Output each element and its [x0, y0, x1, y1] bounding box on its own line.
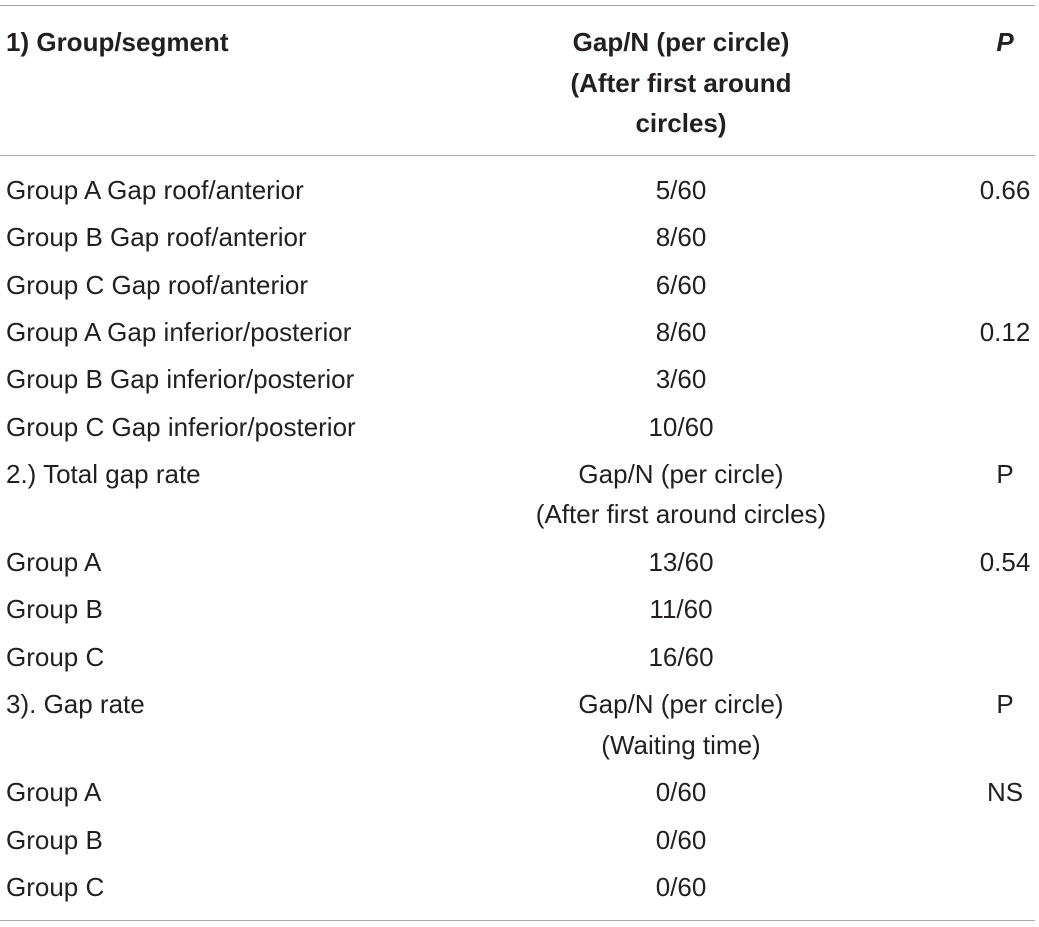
- table-cell: Group A: [6, 547, 102, 578]
- table-cell: Group A Gap inferior/posterior: [6, 316, 352, 347]
- table-cell: Group C: [6, 871, 105, 902]
- header-cell: Gap/N (per circle): [572, 27, 790, 57]
- table-cell: (After first around circles): [535, 499, 827, 530]
- table-cell: Group B Gap roof/anterior: [6, 222, 307, 253]
- table-cell: 0.12: [979, 316, 1031, 347]
- table-cell: 10/60: [648, 411, 714, 442]
- table-cell: Group A: [6, 777, 102, 808]
- table-cell: Gap/N (per circle): [578, 458, 784, 489]
- table-cell: 3). Gap rate: [6, 689, 145, 719]
- table-cell: Group C Gap inferior/posterior: [6, 411, 356, 442]
- header-cell: 1) Group/segment: [6, 27, 229, 57]
- table-cell: 3/60: [655, 364, 707, 395]
- table-cell: 13/60: [648, 547, 714, 578]
- table-cell: 5/60: [655, 175, 707, 205]
- table-cell: 0.54: [979, 547, 1031, 578]
- table-cell: 0/60: [655, 871, 707, 902]
- table-cell: 8/60: [655, 316, 707, 347]
- table-cell: 0.66: [979, 175, 1031, 205]
- table-cell: Group C: [6, 641, 105, 672]
- table-cell: 6/60: [655, 269, 707, 300]
- table-cell: (Waiting time): [601, 729, 761, 760]
- header-cell: (After first around: [570, 67, 792, 98]
- table-cell: Group B Gap inferior/posterior: [6, 364, 355, 395]
- top-rule: [0, 5, 1035, 6]
- table-cell: Group C Gap roof/anterior: [6, 269, 309, 300]
- table-cell: P: [996, 689, 1014, 719]
- table-cell: 8/60: [655, 222, 707, 253]
- table-cell: 2.) Total gap rate: [6, 458, 201, 489]
- header-cell: P: [996, 27, 1014, 57]
- table-cell: Group B: [6, 824, 103, 855]
- header-rule: [0, 155, 1035, 156]
- table-cell: 16/60: [648, 641, 714, 672]
- bottom-rule: [0, 920, 1035, 921]
- table-cell: NS: [986, 777, 1024, 808]
- table-cell: 0/60: [655, 777, 707, 808]
- table-cell: P: [996, 458, 1014, 489]
- table-cell: Group A Gap roof/anterior: [6, 175, 304, 205]
- table-cell: 0/60: [655, 824, 707, 855]
- header-cell: circles): [635, 108, 727, 138]
- table-cell: 11/60: [649, 594, 713, 625]
- table-cell: Group B: [6, 594, 103, 625]
- table-cell: Gap/N (per circle): [578, 689, 784, 719]
